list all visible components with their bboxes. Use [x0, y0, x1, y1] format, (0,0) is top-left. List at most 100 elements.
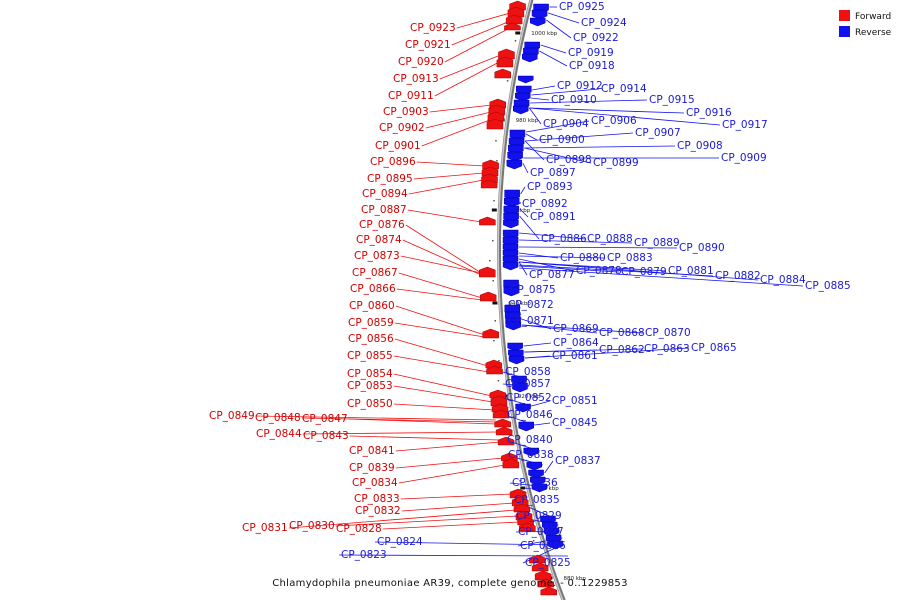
forward-gene-feature [529, 554, 546, 564]
forward-gene-label: CP_0860 [349, 300, 395, 312]
reverse-leader-line [520, 186, 526, 195]
forward-gene-feature [504, 22, 521, 31]
legend-swatch [839, 26, 850, 37]
forward-gene-feature [480, 179, 498, 189]
scale-tick-label: 960 kbp [508, 208, 531, 214]
reverse-gene-label: CP_0919 [568, 47, 614, 59]
reverse-gene-feature [513, 105, 529, 115]
forward-leader-line [402, 239, 482, 276]
reverse-gene-label: CP_0891 [530, 211, 576, 223]
forward-gene-feature [492, 409, 510, 419]
forward-leader-line [398, 272, 483, 299]
backbone-shadow [496, 0, 566, 600]
reverse-gene-label: CP_0893 [527, 181, 573, 193]
forward-leader-line [394, 322, 485, 338]
forward-leader-line [408, 179, 484, 195]
forward-leader-line [400, 255, 482, 274]
forward-gene-feature [494, 418, 511, 428]
reverse-leader-line [519, 208, 529, 218]
reverse-leader-line [547, 12, 580, 24]
forward-gene-label: CP_0854 [347, 368, 393, 380]
reverse-gene-label: CP_0914 [601, 83, 647, 95]
forward-leader-line [382, 521, 520, 530]
minor-tick [493, 340, 495, 342]
forward-gene-label: CP_0833 [354, 493, 400, 505]
reverse-gene-feature [526, 461, 542, 471]
reverse-gene-label: CP_0868 [599, 327, 645, 339]
forward-gene-feature [531, 562, 549, 572]
minor-tick [492, 280, 494, 282]
forward-gene-label: CP_0901 [375, 140, 421, 152]
reverse-gene-feature [515, 403, 531, 413]
reverse-leader-line [522, 162, 529, 174]
reverse-gene-label: CP_0838 [508, 449, 554, 461]
forward-leader-line [396, 288, 483, 301]
forward-gene-label: CP_0834 [352, 477, 398, 489]
gene-features [479, 0, 564, 596]
reverse-gene-label: CP_0871 [508, 315, 554, 327]
forward-gene-feature [482, 328, 499, 339]
reverse-gene-label: CP_0837 [555, 455, 601, 467]
reverse-gene-label: CP_0908 [677, 140, 723, 152]
forward-leader-line [393, 373, 493, 397]
reverse-gene-feature [528, 469, 544, 479]
reverse-gene-feature [517, 75, 534, 84]
reverse-gene-label: CP_0888 [587, 233, 633, 245]
reverse-leader-line [374, 541, 565, 546]
reverse-gene-label: CP_0836 [512, 477, 558, 489]
scale-tick-label: 940 kbp [508, 301, 531, 307]
minor-tick [498, 360, 500, 362]
forward-gene-label: CP_0911 [388, 90, 434, 102]
reverse-gene-label: CP_0912 [557, 80, 603, 92]
scale-tick-label: 980 kbp [516, 118, 539, 124]
forward-gene-feature [505, 14, 523, 25]
reverse-gene-label: CP_0924 [581, 17, 627, 29]
forward-gene-feature [537, 578, 555, 588]
legend-label: Forward [855, 12, 891, 22]
reverse-gene-feature [508, 355, 525, 365]
forward-gene-label: CP_0839 [349, 462, 395, 474]
minor-tick [492, 240, 494, 242]
forward-gene-label: CP_0923 [410, 22, 456, 34]
scale-tick-mark [520, 486, 526, 490]
reverse-gene-label: CP_0892 [522, 198, 568, 210]
forward-gene-feature [479, 266, 496, 278]
reverse-gene-label: CP_0904 [543, 118, 589, 130]
forward-gene-label: CP_0896 [370, 156, 416, 168]
forward-gene-label: CP_0847 [302, 413, 348, 425]
minor-tick [494, 320, 497, 322]
forward-leader-line [451, 21, 509, 46]
forward-gene-label: CP_0859 [348, 317, 394, 329]
reverse-gene-label: CP_0898 [546, 154, 592, 166]
reverse-leader-line [524, 147, 592, 164]
reverse-gene-label: CP_0886 [541, 233, 587, 245]
reverse-gene-label: CP_0862 [599, 344, 645, 356]
reverse-gene-label: CP_0825 [525, 557, 571, 569]
forward-gene-label: CP_0913 [393, 73, 439, 85]
forward-gene-label: CP_0843 [303, 430, 349, 442]
reverse-gene-feature [512, 382, 528, 393]
reverse-gene-feature [505, 321, 522, 331]
minor-tick [506, 80, 509, 82]
minor-tick [514, 40, 517, 42]
forward-gene-feature [502, 458, 520, 469]
forward-gene-label: CP_0831 [242, 522, 288, 534]
forward-gene-feature [507, 6, 525, 18]
minor-tick [532, 540, 535, 542]
forward-leader-line [429, 104, 492, 113]
reverse-gene-label: CP_0883 [607, 252, 653, 264]
forward-leader-line [407, 209, 482, 223]
reverse-gene-label: CP_0858 [505, 366, 551, 378]
reverse-gene-label: CP_0829 [516, 510, 562, 522]
reverse-gene-label: CP_0897 [530, 167, 576, 179]
reverse-gene-label: CP_0865 [691, 342, 737, 354]
legend-swatch [839, 10, 850, 21]
forward-leader-line [405, 224, 482, 274]
reverse-leader-line [519, 232, 586, 240]
reverse-gene-label: CP_0851 [552, 395, 598, 407]
reverse-gene-label: CP_0840 [507, 434, 553, 446]
reverse-leader-line [519, 255, 606, 259]
reverse-leader-line [338, 554, 568, 557]
backbone-highlight [497, 0, 564, 600]
